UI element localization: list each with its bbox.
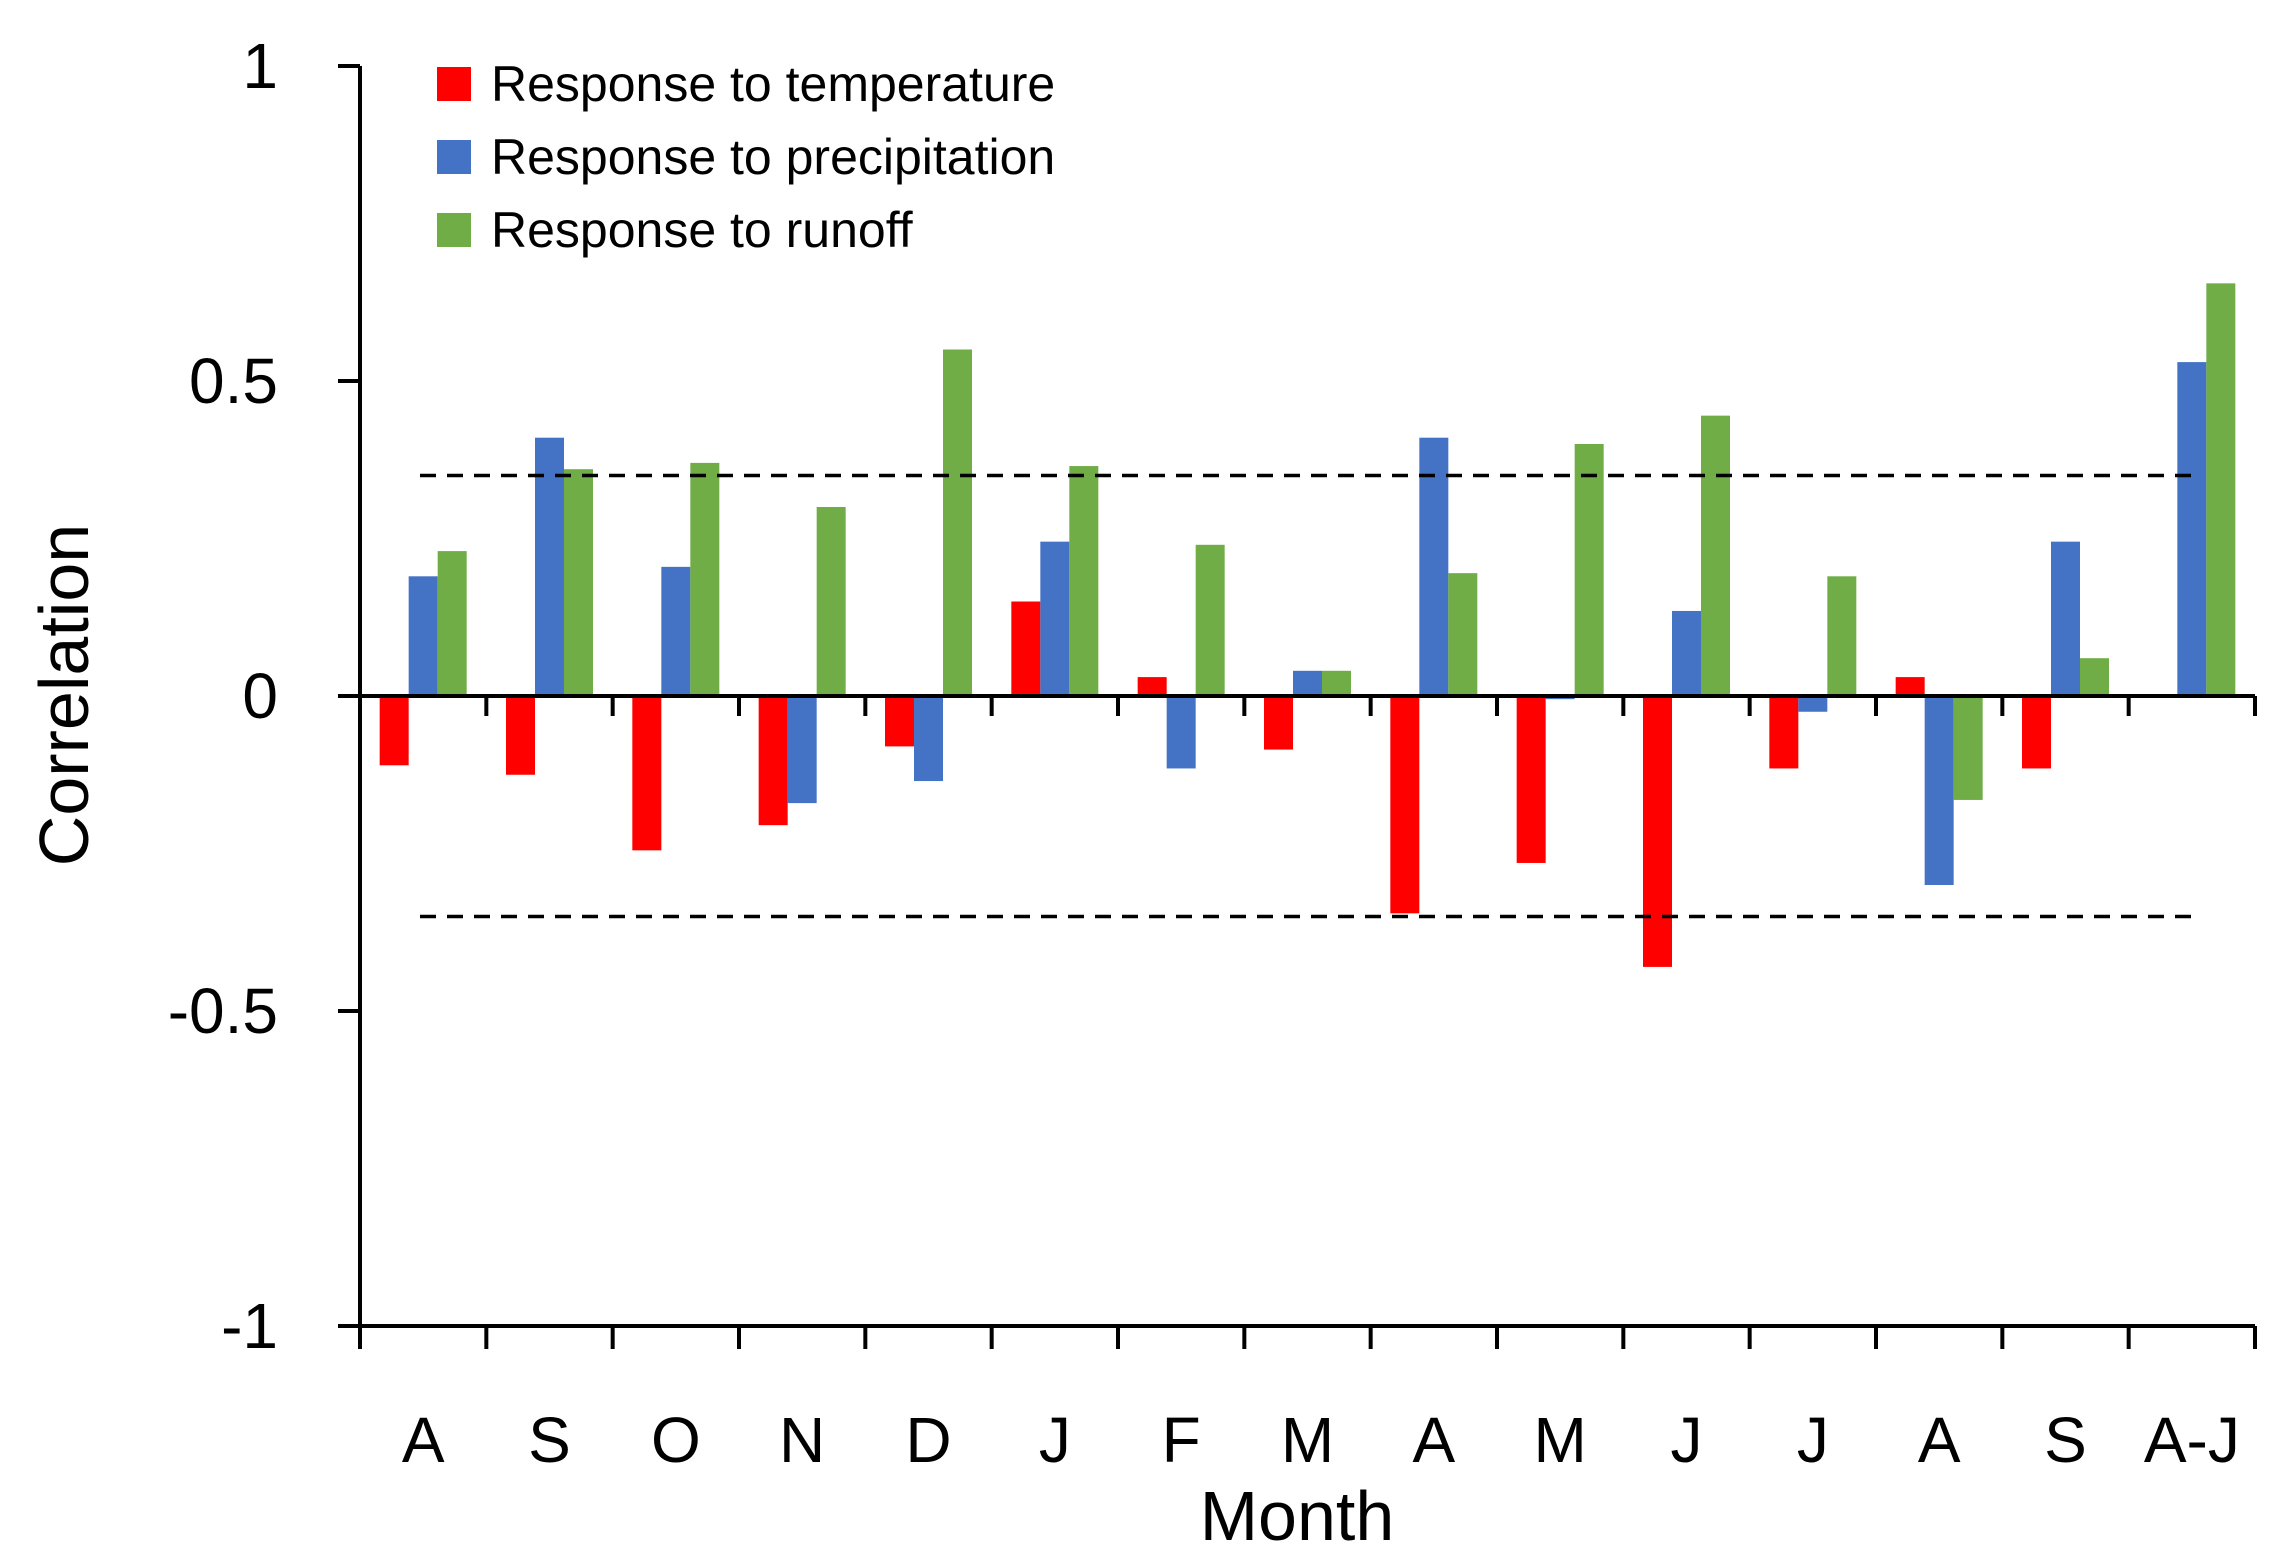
bar-response-to-runoff-7 [1322,670,1351,696]
x-category-label: A-J [2144,1404,2240,1476]
bar-response-to-runoff-8 [1448,573,1478,696]
y-tick-label: 0.5 [189,345,278,417]
bar-response-to-temperature-3 [758,696,788,826]
x-category-label: J [1671,1404,1703,1476]
x-axis-title: Month [1200,1477,1395,1555]
legend-label: Response to precipitation [491,129,1055,185]
bar-response-to-runoff-12 [1953,696,1983,800]
bar-response-to-runoff-5 [1069,466,1099,696]
legend-swatch-response-to-precipitation [437,140,471,174]
y-tick-label: -1 [221,1290,278,1362]
labels-layer: 1 0.5 0 -0.5 -1 A S O N D J F M A M J J A S A-J Month Correla… [25,30,2240,1555]
legend-swatch-response-to-temperature [437,67,471,101]
bar-response-to-runoff-9 [1574,444,1604,696]
bar-response-to-temperature-9 [1516,696,1546,863]
x-category-label: A [402,1404,445,1476]
legend-label: Response to temperature [491,56,1055,112]
bar-response-to-precipitation-3 [787,696,817,804]
bar-response-to-runoff-1 [564,469,593,696]
bar-response-to-runoff-3 [816,507,846,696]
bar-response-to-temperature-10 [1643,696,1672,967]
x-category-label: S [2044,1404,2087,1476]
bar-response-to-precipitation-10 [1672,610,1701,696]
bar-response-to-precipitation-14 [2177,362,2207,696]
bar-response-to-runoff-11 [1827,576,1857,696]
y-tick-label: -0.5 [168,975,278,1047]
bar-response-to-temperature-5 [1011,601,1041,696]
bar-response-to-runoff-13 [2080,658,2109,696]
bar-response-to-temperature-6 [1137,677,1167,696]
bar-response-to-temperature-2 [632,696,662,851]
bar-response-to-runoff-6 [1195,544,1225,696]
x-category-label: D [905,1404,951,1476]
x-category-label: A [1412,1404,1455,1476]
legend: Response to temperature Response to preci… [437,56,1055,258]
y-axis-title: Correlation [25,524,103,866]
bar-response-to-temperature-12 [1895,677,1925,696]
bar-response-to-precipitation-0 [408,576,438,696]
bar-response-to-runoff-14 [2206,283,2236,696]
legend-label: Response to runoff [491,202,913,258]
x-category-label: F [1162,1404,1201,1476]
x-category-label: S [528,1404,571,1476]
bar-response-to-runoff-0 [437,551,467,696]
legend-swatch-response-to-runoff [437,213,471,247]
x-category-label: J [1797,1404,1829,1476]
bar-response-to-precipitation-1 [535,437,564,696]
bar-response-to-precipitation-13 [2051,541,2080,696]
bar-response-to-precipitation-7 [1293,670,1322,696]
x-category-label: J [1039,1404,1071,1476]
x-category-label: O [651,1404,701,1476]
bar-response-to-precipitation-8 [1419,437,1449,696]
axes-layer [338,64,2257,1349]
bar-response-to-temperature-1 [506,696,535,775]
bar-response-to-precipitation-2 [661,566,691,696]
bar-response-to-temperature-4 [885,696,914,747]
bar-response-to-temperature-13 [2022,696,2051,769]
bar-response-to-runoff-4 [943,349,972,696]
x-category-label: A [1918,1404,1961,1476]
bar-response-to-runoff-2 [690,462,720,696]
x-category-label: N [779,1404,825,1476]
bar-response-to-temperature-8 [1390,696,1420,914]
bar-response-to-precipitation-12 [1924,696,1954,885]
bar-response-to-precipitation-11 [1798,696,1828,712]
bar-response-to-precipitation-4 [914,696,943,782]
y-tick-label: 0 [242,660,278,732]
y-tick-label: 1 [242,30,278,102]
x-category-label: M [1281,1404,1334,1476]
bars-layer [379,283,2236,967]
bar-response-to-precipitation-5 [1040,541,1070,696]
bar-response-to-temperature-0 [379,696,409,766]
bar-response-to-temperature-7 [1264,696,1293,750]
x-category-label: M [1534,1404,1587,1476]
bar-response-to-precipitation-6 [1166,696,1196,769]
bar-response-to-runoff-10 [1701,415,1730,696]
bar-response-to-temperature-11 [1769,696,1799,769]
